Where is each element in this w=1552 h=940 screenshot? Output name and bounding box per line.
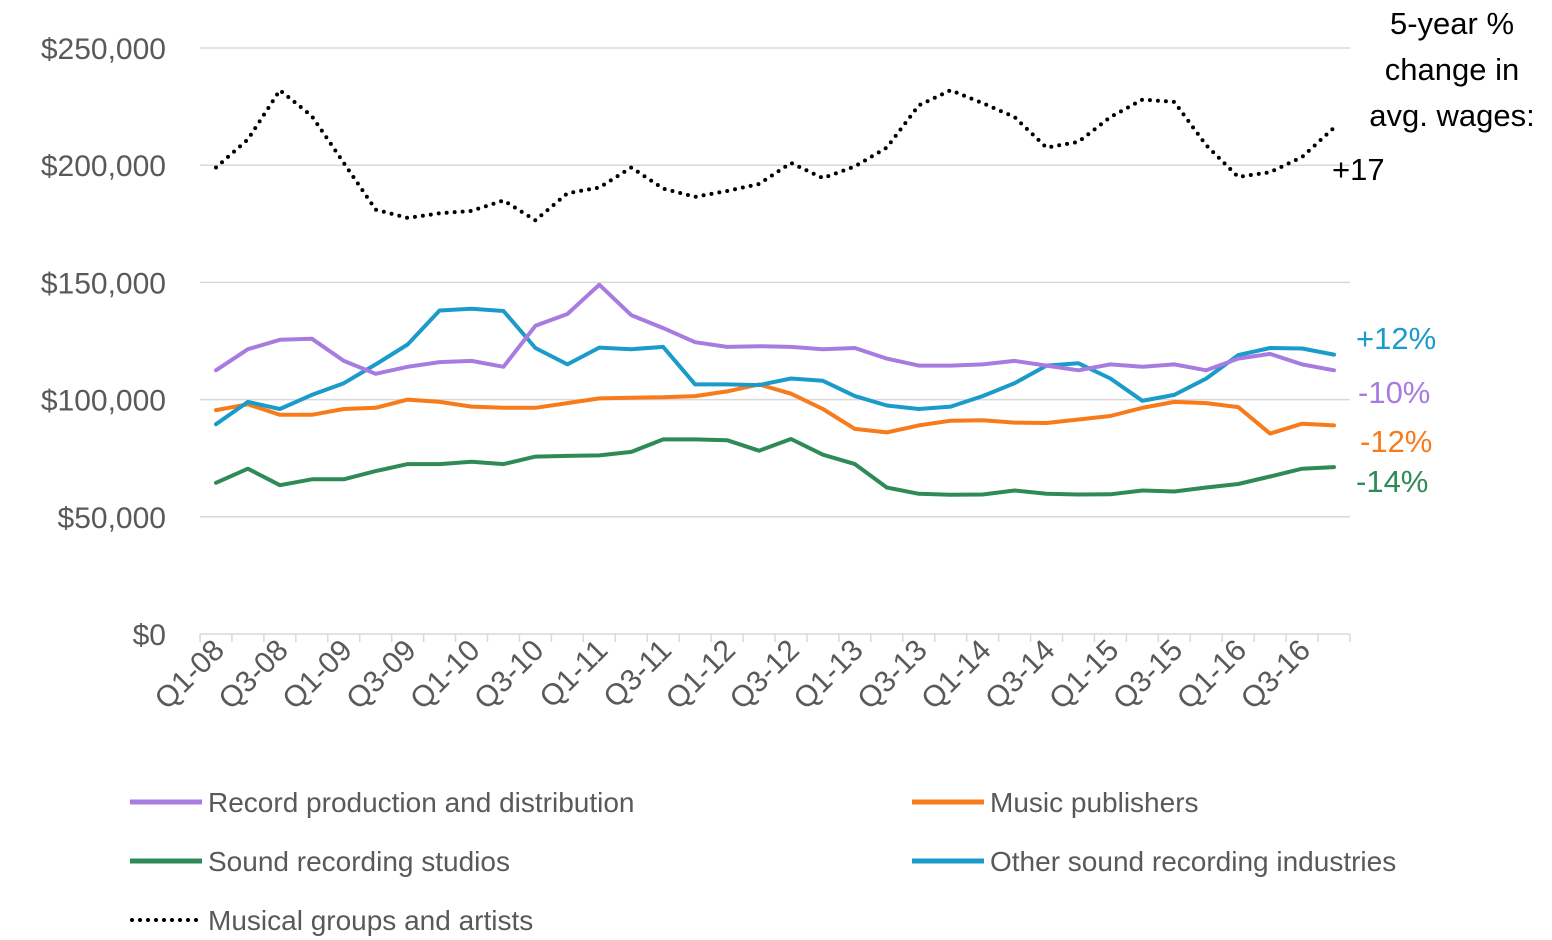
x-tick-label: Q3-13 (851, 634, 933, 716)
series-line-record-production-and-distribution (214, 282, 1336, 376)
y-tick-label: $100,000 (41, 385, 166, 418)
x-tick-label: Q3-10 (468, 634, 550, 716)
legend-label: Record production and distribution (208, 787, 634, 818)
x-tick-label: Q1-15 (1043, 634, 1125, 716)
x-tick-label: Q3-15 (1107, 634, 1189, 716)
y-tick-label: $150,000 (41, 267, 166, 300)
y-tick-label: $50,000 (58, 502, 166, 535)
annotation-line: change in (1385, 52, 1519, 87)
x-tick-label: Q3-16 (1235, 634, 1317, 716)
wage-change-annotation: 5-year % change in avg. wages: (1369, 6, 1534, 133)
series-line-sound-recording-studios (214, 437, 1336, 497)
y-tick-label: $250,000 (41, 33, 166, 66)
legend-item-record-production-and-distribution: Record production and distribution (130, 787, 634, 818)
annotation-line: avg. wages: (1369, 98, 1534, 133)
x-tick-label: Q1-11 (534, 634, 615, 715)
series-line-musical-groups-and-artists (214, 88, 1336, 223)
legend-label: Sound recording studios (208, 846, 510, 877)
x-tick-label: Q1-09 (276, 634, 358, 716)
x-tick-label: Q1-16 (1171, 634, 1253, 716)
x-tick-label: Q3-08 (213, 634, 295, 716)
x-tick-label: Q3-12 (724, 634, 806, 716)
end-label-record-production-and-distribution: -10% (1358, 375, 1430, 410)
x-tick-label: Q3-14 (979, 634, 1061, 716)
annotation-line: 5-year % (1390, 6, 1514, 41)
series-line-music-publishers (214, 382, 1336, 436)
legend-item-musical-groups-and-artists: Musical groups and artists (130, 905, 533, 936)
end-label-music-publishers: -12% (1360, 424, 1432, 459)
legend-item-other-sound-recording-industries: Other sound recording industries (912, 846, 1396, 877)
x-tick-label: Q3-09 (340, 634, 422, 716)
legend-item-music-publishers: Music publishers (912, 787, 1199, 818)
x-tick-label: Q1-12 (660, 634, 742, 716)
x-tick-label: Q3-11 (597, 634, 678, 715)
legend-item-sound-recording-studios: Sound recording studios (130, 846, 510, 877)
legend-label: Other sound recording industries (990, 846, 1396, 877)
end-labels: -10% -12% -14% +12% +17 (1332, 152, 1436, 499)
series-lines (214, 88, 1336, 497)
x-tick-label: Q1-14 (915, 634, 997, 716)
y-tick-label: $0 (133, 619, 166, 652)
legend-label: Musical groups and artists (208, 905, 533, 936)
x-axis: Q1-08Q3-08Q1-09Q3-09Q1-10Q3-10Q1-11Q3-11… (149, 633, 1351, 716)
y-axis: $0 $50,000 $100,000 $150,000 $200,000 $250,00… (41, 33, 166, 652)
end-label-musical-groups-and-artists: +17 (1332, 152, 1385, 187)
legend-label: Music publishers (990, 787, 1199, 818)
x-tick-label: Q1-13 (788, 634, 870, 716)
end-label-other-sound-recording-industries: +12% (1356, 321, 1436, 356)
series-line-other-sound-recording-industries (214, 306, 1336, 427)
end-label-sound-recording-studios: -14% (1356, 464, 1428, 499)
legend: Record production and distribution Music … (130, 787, 1396, 936)
y-tick-label: $200,000 (41, 150, 166, 183)
x-tick-label: Q1-10 (404, 634, 486, 716)
